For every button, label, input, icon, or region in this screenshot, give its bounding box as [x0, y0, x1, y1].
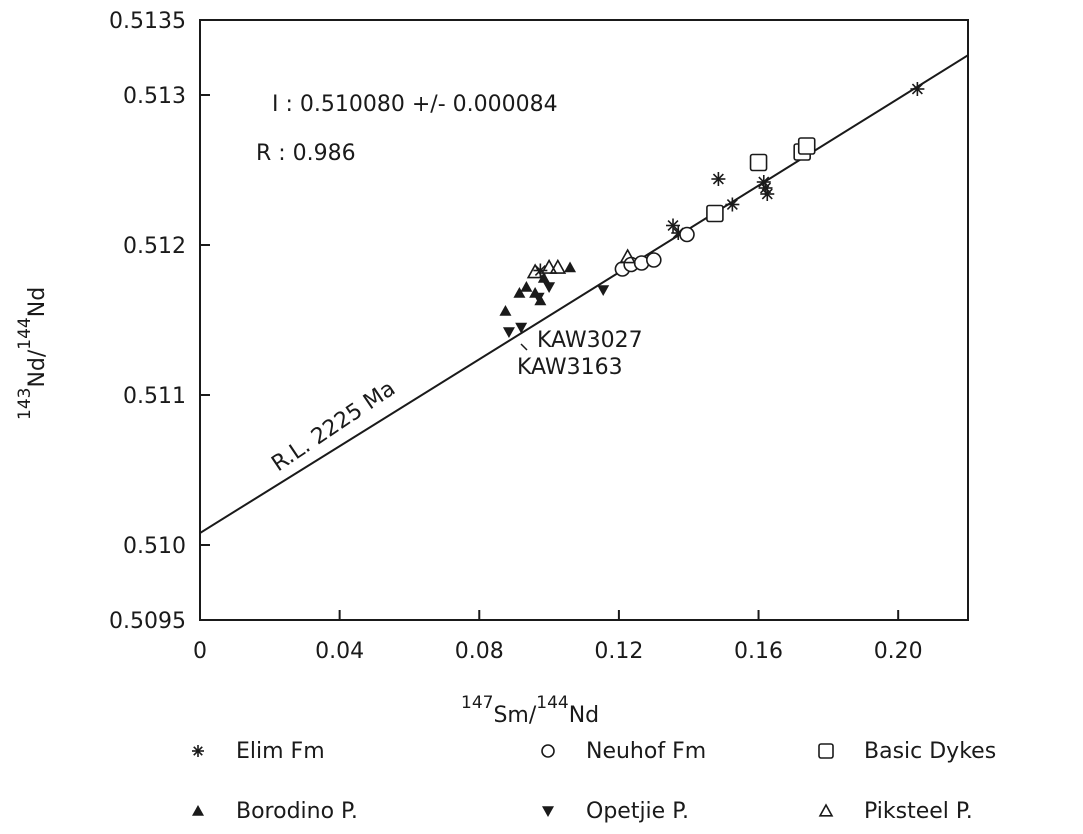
- data-point: [706, 204, 724, 223]
- data-point: [619, 248, 636, 264]
- data-point: [679, 226, 695, 243]
- y-title-mass1: 143: [15, 388, 35, 420]
- legend: Elim Fm Neuhof Fm Basic Dykes Borodino P. Op…: [192, 739, 996, 824]
- data-point: [520, 281, 533, 292]
- data-point: [543, 282, 556, 293]
- x-title-mass1: 147: [461, 693, 493, 713]
- x-tick-label: 0.20: [874, 639, 923, 664]
- sample-label-kaw3163: KAW3163: [517, 355, 623, 380]
- sample-leader-line: [520, 343, 528, 351]
- x-axis: 0 0.04 0.08 0.12 0.16 0.20: [193, 610, 923, 664]
- legend-label: Neuhof Fm: [586, 739, 706, 764]
- x-axis-title: 147Sm/144Nd: [461, 693, 599, 728]
- data-point: [760, 187, 775, 201]
- data-point: [540, 258, 558, 274]
- legend-item: Opetjie P.: [542, 799, 689, 824]
- y-tick-label: 0.511: [123, 384, 186, 409]
- x-title-mass2: 144: [536, 693, 568, 713]
- data-points: [499, 82, 925, 338]
- x-tick-label: 0.08: [455, 639, 504, 664]
- legend-marker: [818, 743, 834, 759]
- legend-item: Neuhof Fm: [541, 739, 706, 764]
- legend-marker: [542, 806, 554, 817]
- sample-label-kaw3027: KAW3027: [537, 328, 643, 353]
- legend-label: Elim Fm: [236, 739, 325, 764]
- legend-label: Borodino P.: [236, 799, 358, 824]
- y-title-el1: Nd/: [25, 349, 50, 387]
- data-point: [749, 153, 768, 172]
- data-point: [499, 305, 512, 316]
- reference-line: [200, 54, 968, 534]
- data-point: [711, 172, 726, 186]
- y-title-el2: Nd: [25, 287, 50, 317]
- legend-item: Elim Fm: [192, 739, 325, 764]
- legend-marker: [818, 803, 834, 817]
- data-point: [537, 272, 550, 283]
- legend-label: Piksteel P.: [864, 799, 973, 824]
- data-point: [597, 285, 610, 296]
- legend-marker: [541, 744, 555, 758]
- data-point: [725, 197, 740, 212]
- reference-line-label: R.L. 2225 Ma: [267, 376, 400, 477]
- legend-item: Piksteel P.: [818, 799, 973, 824]
- legend-item: Borodino P.: [192, 799, 358, 824]
- x-title-el1: Sm/: [493, 703, 536, 728]
- data-point: [910, 82, 925, 96]
- legend-item: Basic Dykes: [818, 739, 996, 764]
- data-point: [513, 287, 526, 298]
- data-point: [666, 218, 681, 233]
- y-tick-label: 0.510: [123, 534, 186, 559]
- y-tick-label: 0.5135: [109, 9, 186, 34]
- plot-frame: [199, 19, 969, 621]
- x-tick-label: 0.16: [734, 639, 783, 664]
- y-tick-label: 0.513: [123, 84, 186, 109]
- data-point: [532, 292, 545, 304]
- data-point: [502, 327, 515, 338]
- data-point: [797, 137, 816, 155]
- legend-label: Basic Dykes: [864, 739, 996, 764]
- y-title-mass2: 144: [15, 317, 35, 349]
- x-title-el2: Nd: [569, 703, 599, 728]
- data-point: [646, 252, 662, 268]
- x-tick-label: 0.04: [315, 639, 364, 664]
- data-point: [526, 263, 544, 279]
- x-tick-label: 0: [193, 639, 207, 664]
- data-point: [515, 322, 528, 334]
- x-tick-label: 0.12: [594, 639, 643, 664]
- data-point: [564, 261, 577, 273]
- legend-marker: [192, 745, 204, 757]
- y-axis-title: 143Nd/144Nd: [15, 287, 50, 420]
- data-point: [549, 258, 567, 274]
- y-tick-label: 0.512: [123, 234, 186, 259]
- legend-marker: [192, 805, 204, 816]
- r-annotation: R : 0.986: [256, 141, 356, 166]
- intercept-annotation: I : 0.510080 +/- 0.000084: [272, 92, 558, 117]
- y-tick-label: 0.5095: [109, 609, 186, 634]
- legend-label: Opetjie P.: [586, 799, 689, 824]
- y-axis: 0.5095 0.510 0.511 0.512 0.513 0.5135: [109, 9, 210, 634]
